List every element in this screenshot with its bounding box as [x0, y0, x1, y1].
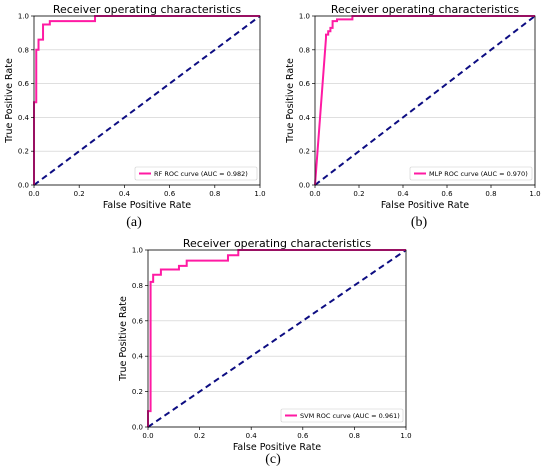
- legend-label: SVM ROC curve (AUC = 0.961): [300, 412, 400, 420]
- y-tick-label: 0.2: [18, 148, 29, 156]
- x-tick-label: 1.0: [400, 432, 411, 440]
- y-tick-label: 1.0: [299, 13, 310, 21]
- chart-svg: 0.0 0.2 0.4 0.6 0.8 1.0 0.0 0.2 0.4 0.6 0.8 1.0 Rece…: [4, 3, 266, 211]
- diagonal-reference-line: [314, 15, 536, 186]
- chart-svg: 0.0 0.2 0.4 0.6 0.8 1.0 0.0 0.2 0.4 0.6 0.8 1.0 Rece…: [118, 237, 412, 453]
- caption-b: (b): [410, 215, 428, 230]
- x-tick-label: 1.0: [529, 190, 540, 198]
- y-tick-label: 0.2: [299, 148, 310, 156]
- diagonal-reference-line: [33, 15, 261, 186]
- legend-label: MLP ROC curve (AUC = 0.970): [429, 170, 528, 178]
- chart-title: Receiver operating characteristics: [183, 237, 372, 250]
- y-tick-label: 0.4: [18, 114, 30, 122]
- caption-a: (a): [126, 215, 142, 230]
- x-tick-label: 0.6: [164, 190, 176, 198]
- x-tick-label: 0.6: [441, 190, 453, 198]
- legend-label: RF ROC curve (AUC = 0.982): [154, 170, 248, 178]
- x-tick-label: 0.8: [209, 190, 220, 198]
- chart-title: Receiver operating characteristics: [53, 3, 242, 16]
- y-axis-label: True Positive Rate: [118, 296, 129, 382]
- x-tick-label: 0.0: [309, 190, 320, 198]
- legend-box: [409, 166, 533, 181]
- plot-frame: [314, 15, 536, 186]
- x-tick-label: 0.2: [74, 190, 85, 198]
- x-tick-label: 0.6: [297, 432, 309, 440]
- x-axis-label: False Positive Rate: [103, 200, 191, 211]
- x-tick-label: 0.2: [353, 190, 364, 198]
- x-tick-label: 0.8: [485, 190, 496, 198]
- legend-box: [280, 408, 404, 423]
- y-tick-label: 0.0: [299, 182, 310, 190]
- plot-frame: [33, 15, 261, 186]
- roc-curve-line: [33, 15, 260, 185]
- roc-curve-line: [314, 15, 535, 186]
- x-tick-label: 0.8: [349, 432, 360, 440]
- chart-title: Receiver operating characteristics: [331, 3, 520, 16]
- y-tick-label: 0.6: [299, 80, 311, 88]
- chart-svg: 0.0 0.2 0.4 0.6 0.8 1.0 0.0 0.2 0.4 0.6 0.8 1.0 Rece…: [285, 3, 541, 211]
- x-tick-label: 0.4: [119, 190, 131, 198]
- y-tick-label: 0.8: [299, 46, 310, 54]
- y-tick-label: 0.4: [132, 353, 144, 361]
- y-tick-label: 0.6: [132, 317, 144, 325]
- y-tick-label: 1.0: [18, 13, 29, 21]
- x-tick-label: 0.0: [28, 190, 39, 198]
- x-tick-label: 0.4: [246, 432, 258, 440]
- x-axis-label: False Positive Rate: [233, 442, 321, 453]
- x-tick-label: 0.4: [397, 190, 409, 198]
- legend-box: [134, 166, 258, 181]
- y-axis-label: True Positive Rate: [285, 58, 296, 144]
- plot-frame: [147, 249, 407, 428]
- x-tick-label: 0.2: [194, 432, 205, 440]
- y-tick-label: 0.4: [299, 114, 311, 122]
- x-axis-label: False Positive Rate: [381, 200, 469, 211]
- roc-chart-rf: 0.0 0.2 0.4 0.6 0.8 1.0 0.0 0.2 0.4 0.6 0.8 1.0 Rece…: [0, 0, 270, 215]
- y-tick-label: 0.8: [132, 282, 143, 290]
- y-axis-label: True Positive Rate: [4, 58, 15, 144]
- x-tick-label: 0.0: [142, 432, 153, 440]
- diagonal-reference-line: [147, 249, 407, 428]
- y-tick-label: 0.0: [18, 182, 29, 190]
- roc-chart-mlp: 0.0 0.2 0.4 0.6 0.8 1.0 0.0 0.2 0.4 0.6 0.8 1.0 Rece…: [280, 0, 550, 215]
- roc-chart-svm: 0.0 0.2 0.4 0.6 0.8 1.0 0.0 0.2 0.4 0.6 0.8 1.0 Rece…: [110, 235, 420, 453]
- y-tick-label: 0.6: [18, 80, 30, 88]
- y-tick-label: 0.8: [18, 46, 29, 54]
- y-tick-label: 0.2: [132, 388, 143, 396]
- x-tick-label: 1.0: [254, 190, 265, 198]
- caption-c: (c): [265, 452, 281, 467]
- roc-curve-line: [147, 249, 406, 427]
- y-tick-label: 1.0: [132, 247, 143, 255]
- y-tick-label: 0.0: [132, 424, 143, 432]
